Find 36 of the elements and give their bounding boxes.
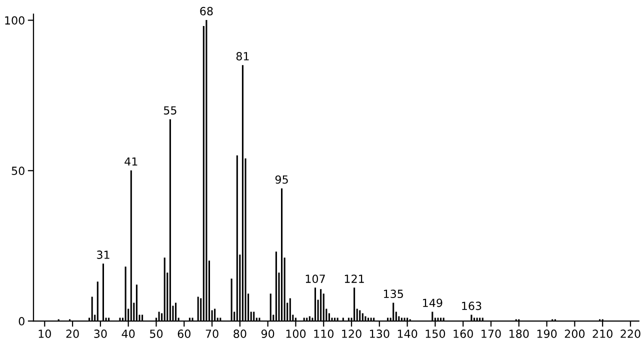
annotation: 149 bbox=[423, 298, 442, 308]
y-tick-label: 50 bbox=[12, 166, 24, 176]
x-tick-label: 140 bbox=[398, 330, 418, 338]
annotation: 135 bbox=[384, 290, 403, 298]
x-tick-label: 20 bbox=[66, 330, 79, 338]
x-tick-label: 180 bbox=[510, 330, 529, 338]
x-tick-label: 10 bbox=[38, 330, 51, 338]
x-tick-label: 90 bbox=[261, 330, 274, 338]
annotation: 31 bbox=[97, 250, 110, 259]
x-tick-label: 170 bbox=[482, 330, 501, 338]
x-tick-label: 60 bbox=[178, 330, 190, 338]
annotation: 95 bbox=[275, 175, 288, 184]
x-tick-label: 50 bbox=[150, 330, 163, 338]
y-tick-label: 0 bbox=[18, 317, 24, 326]
x-tick-label: 130 bbox=[370, 330, 390, 338]
x-tick-label: 100 bbox=[286, 330, 306, 338]
x-tick-label: 220 bbox=[620, 330, 640, 338]
x-tick-label: 80 bbox=[234, 330, 246, 338]
x-tick-label: 120 bbox=[342, 330, 362, 338]
annotation: 163 bbox=[462, 302, 482, 310]
x-tick-label: 40 bbox=[122, 330, 135, 338]
x-tick-label: 70 bbox=[206, 330, 218, 338]
x-tick-label: 150 bbox=[426, 330, 446, 338]
annotation: 81 bbox=[236, 52, 249, 60]
y-tick-label: 100 bbox=[5, 16, 24, 25]
annotation: 121 bbox=[344, 274, 364, 283]
annotation: 107 bbox=[306, 274, 325, 284]
x-tick-label: 160 bbox=[454, 330, 473, 338]
x-tick-label: 190 bbox=[537, 330, 557, 338]
x-tick-label: 200 bbox=[564, 330, 585, 338]
x-tick-label: 30 bbox=[94, 330, 107, 338]
annotation: 68 bbox=[200, 6, 213, 16]
annotation: 41 bbox=[124, 157, 138, 166]
annotation: 55 bbox=[164, 106, 176, 115]
x-tick-label: 210 bbox=[592, 330, 612, 338]
x-tick-label: 110 bbox=[314, 330, 334, 338]
